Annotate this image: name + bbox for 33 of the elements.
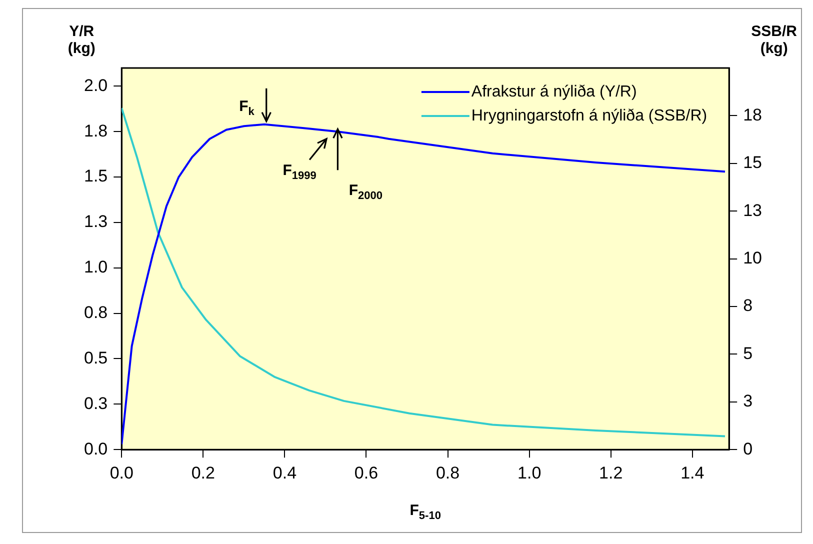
legend-label: Hrygningarstofn á nýliða (SSB/R) <box>471 107 708 124</box>
y-tick-label: 0.0 <box>84 439 108 458</box>
y-tick-label: 1.0 <box>84 258 108 277</box>
y2-tick-label: 13 <box>743 200 762 220</box>
y-axis-title: Y/R (kg) <box>68 23 96 57</box>
y-tick-label: 1.3 <box>84 212 108 232</box>
x-tick-label: 0.4 <box>272 463 297 482</box>
legend-label: Afrakstur á nýliða (Y/R) <box>471 83 637 100</box>
y2-tick-label: 8 <box>743 296 753 316</box>
y2-tick-label: 10 <box>743 248 762 268</box>
x-tick-label: 1.2 <box>599 463 623 482</box>
x-tick-label: 0.2 <box>191 463 215 482</box>
x-tick-label: 1.4 <box>680 463 704 482</box>
annotation: F$_{k}$ <box>239 98 254 118</box>
y2-tick-label: 3 <box>743 392 753 411</box>
y-tick-label: 0.8 <box>84 303 108 322</box>
x-axis-title: F$_{5-10}$ <box>410 502 441 522</box>
y-tick-label: 1.8 <box>84 121 108 140</box>
x-tick-label: 0.0 <box>110 463 134 482</box>
annotation: F$_{1999}$ <box>282 162 316 182</box>
x-tick-label: 0.8 <box>436 463 460 482</box>
y2-tick-label: 0 <box>743 439 753 458</box>
y2-tick-label: 18 <box>743 105 762 124</box>
y2-tick-label: 15 <box>743 153 762 172</box>
y-tick-label: 0.3 <box>84 394 108 413</box>
y-tick-label: 0.5 <box>84 348 108 368</box>
x-tick-label: 0.6 <box>354 463 378 482</box>
y2-tick-label: 5 <box>743 344 753 363</box>
annotation: F$_{2000}$ <box>348 182 383 202</box>
y2-axis-title: SSB/R (kg) <box>751 23 797 57</box>
y-tick-label: 2.0 <box>84 76 108 95</box>
y-tick-label: 1.5 <box>84 166 108 186</box>
x-tick-label: 1.0 <box>518 463 542 482</box>
